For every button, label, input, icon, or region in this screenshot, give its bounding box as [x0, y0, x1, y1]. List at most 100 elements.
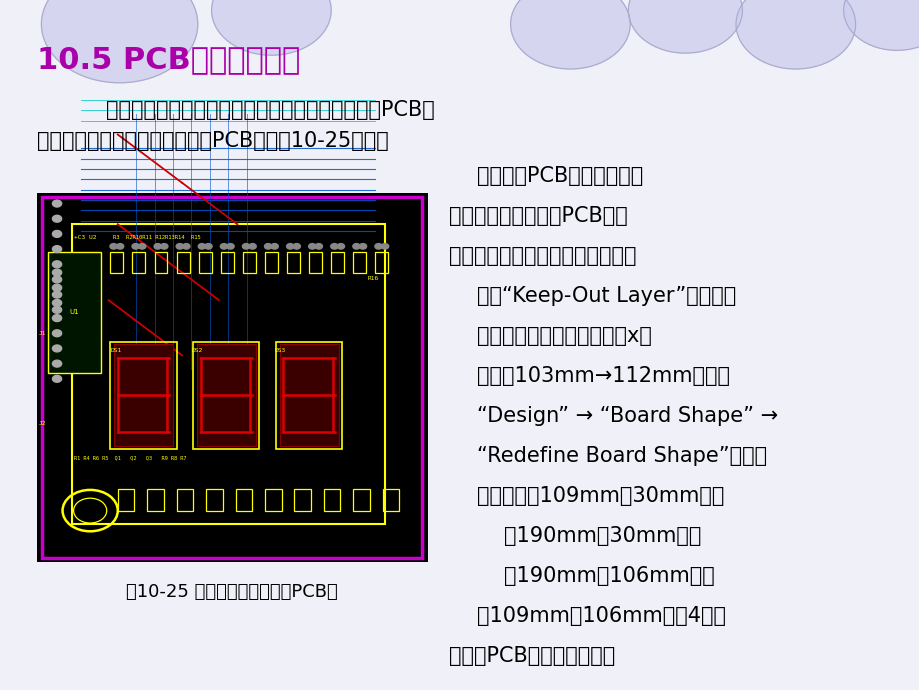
- Circle shape: [41, 0, 198, 83]
- Bar: [132, 252, 145, 273]
- Circle shape: [211, 0, 331, 55]
- Text: 布线区域及板边框的尺寸可缩小。: 布线区域及板边框的尺寸可缩小。: [448, 246, 636, 266]
- Circle shape: [199, 244, 206, 249]
- Bar: [323, 489, 340, 511]
- Bar: [206, 489, 222, 511]
- Bar: [265, 489, 281, 511]
- Circle shape: [221, 244, 228, 249]
- Bar: [118, 489, 134, 511]
- Circle shape: [110, 244, 118, 249]
- Bar: [279, 344, 338, 446]
- Circle shape: [52, 330, 62, 337]
- Text: 标，将PCB板的边框缩小。: 标，将PCB板的边框缩小。: [448, 646, 615, 666]
- Bar: [243, 252, 255, 273]
- Circle shape: [176, 244, 184, 249]
- Bar: [176, 489, 193, 511]
- Circle shape: [52, 246, 62, 253]
- Bar: [147, 489, 164, 511]
- Text: +C3 U2: +C3 U2: [74, 235, 96, 239]
- Bar: [309, 252, 322, 273]
- Circle shape: [314, 244, 322, 249]
- Bar: [37, 193, 427, 562]
- Bar: [331, 252, 344, 273]
- Bar: [294, 489, 311, 511]
- Circle shape: [52, 291, 62, 298]
- Circle shape: [271, 244, 278, 249]
- Text: （190mm，106mm）、: （190mm，106mm）、: [504, 566, 714, 586]
- Text: DS3: DS3: [274, 348, 285, 353]
- Circle shape: [359, 244, 367, 249]
- Text: “Redefine Board Shape”命令，: “Redefine Board Shape”命令，: [476, 446, 766, 466]
- Circle shape: [628, 0, 742, 53]
- Circle shape: [375, 244, 382, 249]
- Text: 列比原来紧凗，所以PCB板的: 列比原来紧凗，所以PCB板的: [448, 206, 627, 226]
- Text: 图10-25 重新布局、布线后的PCB板: 图10-25 重新布局、布线后的PCB板: [126, 583, 338, 601]
- Text: （109mm，106mm）这4个坐: （109mm，106mm）这4个坐: [476, 606, 725, 626]
- Bar: [48, 252, 101, 373]
- Bar: [353, 252, 366, 273]
- Circle shape: [510, 0, 630, 69]
- Text: 鼠标点击（109mm，30mm）、: 鼠标点击（109mm，30mm）、: [476, 486, 723, 506]
- Bar: [110, 342, 176, 448]
- Circle shape: [287, 244, 294, 249]
- Circle shape: [331, 244, 338, 249]
- Bar: [199, 252, 211, 273]
- Bar: [110, 252, 123, 273]
- Circle shape: [308, 244, 316, 249]
- Text: R16: R16: [368, 276, 379, 281]
- Circle shape: [735, 0, 855, 69]
- Circle shape: [381, 244, 389, 249]
- Bar: [353, 489, 369, 511]
- Circle shape: [117, 244, 123, 249]
- Circle shape: [52, 284, 62, 291]
- Circle shape: [52, 299, 62, 306]
- Bar: [72, 224, 384, 524]
- Bar: [287, 252, 300, 273]
- Bar: [193, 342, 259, 448]
- Text: （190mm，30mm）、: （190mm，30mm）、: [504, 526, 701, 546]
- Circle shape: [52, 200, 62, 207]
- Circle shape: [182, 244, 190, 249]
- Circle shape: [52, 215, 62, 222]
- Text: 进行优化，重新布局、布线后的PCB板如图10-25所示。: 进行优化，重新布局、布线后的PCB板如图10-25所示。: [37, 131, 388, 151]
- Circle shape: [132, 244, 140, 249]
- Circle shape: [52, 315, 62, 322]
- Circle shape: [160, 244, 168, 249]
- Circle shape: [154, 244, 162, 249]
- Circle shape: [353, 244, 360, 249]
- Bar: [221, 252, 233, 273]
- Circle shape: [139, 244, 146, 249]
- Circle shape: [52, 230, 62, 237]
- Text: “Design” → “Board Shape” →: “Design” → “Board Shape” →: [476, 406, 777, 426]
- Text: U1: U1: [70, 309, 79, 315]
- Text: 由于新的PCB板元器件的排: 由于新的PCB板元器件的排: [476, 166, 642, 186]
- Bar: [114, 344, 173, 446]
- Circle shape: [204, 244, 211, 249]
- Circle shape: [265, 244, 272, 249]
- Text: 线区域的左边框向右移动，x的: 线区域的左边框向右移动，x的: [476, 326, 651, 346]
- Bar: [375, 252, 388, 273]
- Bar: [382, 489, 399, 511]
- Circle shape: [293, 244, 301, 249]
- Text: DS2: DS2: [191, 348, 202, 353]
- Circle shape: [248, 244, 255, 249]
- Circle shape: [52, 345, 62, 352]
- Text: J2: J2: [39, 421, 46, 426]
- Bar: [176, 252, 189, 273]
- Bar: [197, 344, 255, 446]
- Text: 坐标从103mm→112mm；执行: 坐标从103mm→112mm；执行: [476, 366, 729, 386]
- Circle shape: [52, 269, 62, 276]
- Text: R3  R2R10R11 R12R13R14  R15: R3 R2R10R11 R12R13R14 R15: [113, 235, 200, 239]
- Circle shape: [243, 244, 250, 249]
- Bar: [276, 342, 342, 448]
- Circle shape: [227, 244, 234, 249]
- Circle shape: [52, 261, 62, 268]
- Text: 10.5 PCB板的设计技巧: 10.5 PCB板的设计技巧: [37, 45, 300, 74]
- Text: J1: J1: [39, 331, 46, 336]
- Circle shape: [52, 375, 62, 382]
- Text: 在掌握了以上的布线方式后，可以对上一章设计的PCB板: 在掌握了以上的布线方式后，可以对上一章设计的PCB板: [106, 100, 434, 120]
- Bar: [154, 252, 167, 273]
- Bar: [235, 489, 252, 511]
- Circle shape: [843, 0, 919, 50]
- Text: DS1: DS1: [110, 348, 121, 353]
